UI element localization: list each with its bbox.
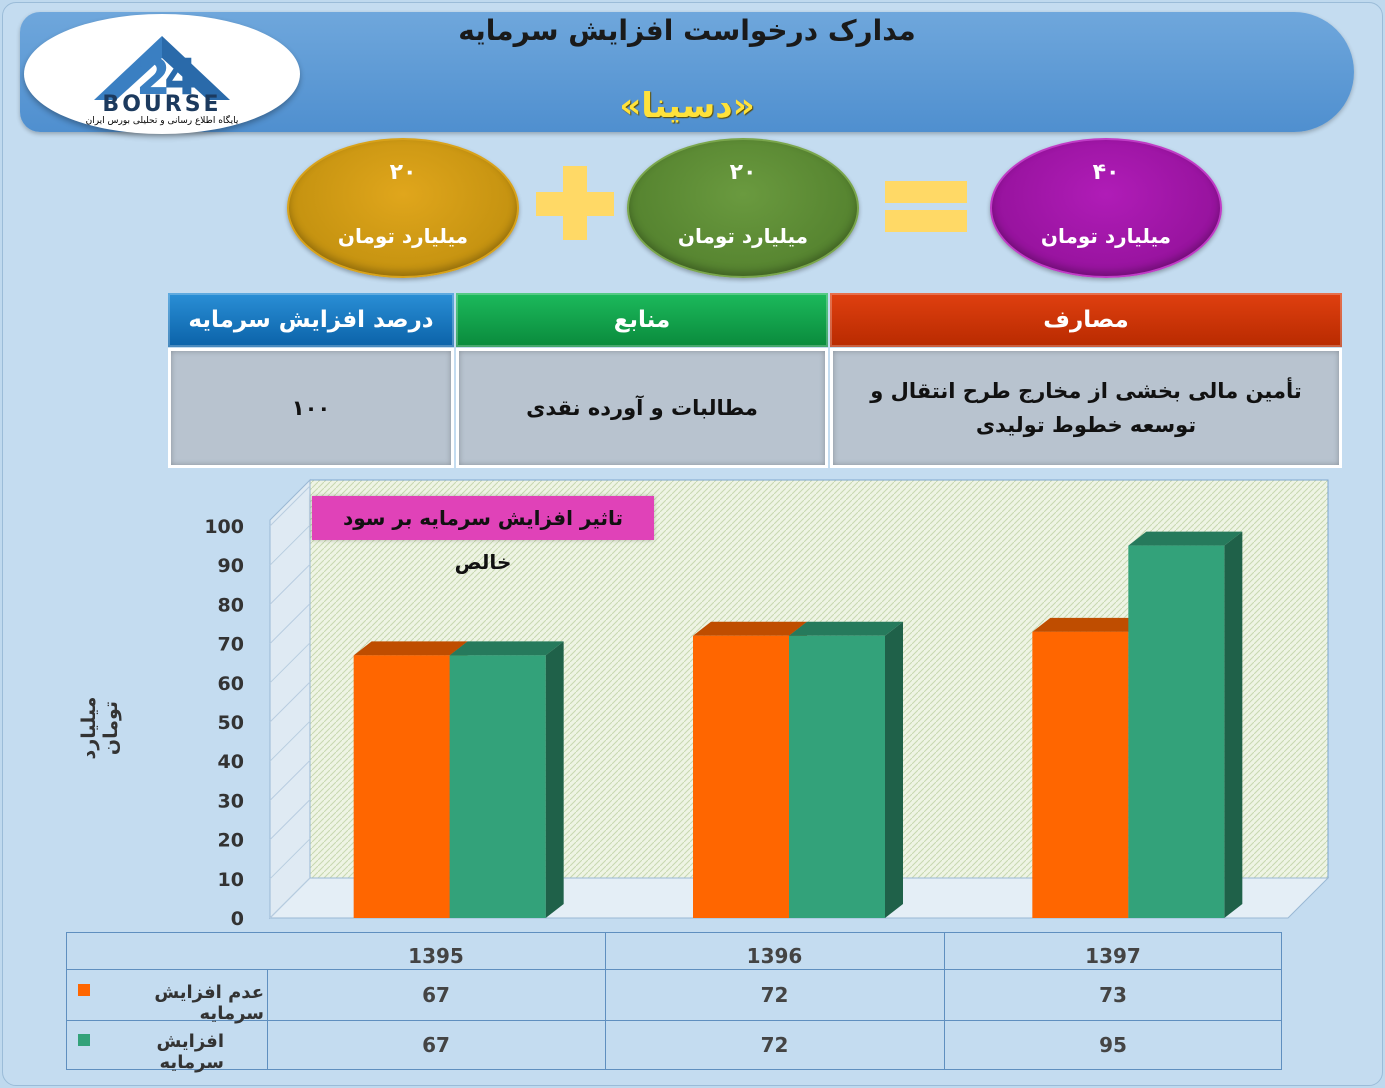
capital-total-oval: ۴۰ میلیارد تومان: [990, 138, 1222, 278]
bar: [353, 655, 450, 918]
value-label: 95: [1099, 1033, 1127, 1057]
data-table-divider: [66, 1020, 1282, 1021]
y-tick-label: 0: [231, 908, 244, 930]
value-sources: مطالبات و آورده نقدی: [456, 348, 828, 468]
gridline: [269, 799, 311, 840]
value-label: 72: [760, 1033, 789, 1057]
legend-no-increase: عدم افزایش سرمایه: [154, 982, 264, 1024]
capital-part-b-oval: ۲۰ میلیارد تومان: [627, 138, 859, 278]
value-label: 73: [1099, 983, 1127, 1007]
data-table: [66, 932, 1282, 1070]
gridline: [269, 603, 311, 644]
legend-swatch-increase: [78, 1034, 90, 1046]
data-table-divider: [944, 932, 945, 1070]
company-name: «دسینا»: [619, 86, 755, 126]
gridline: [269, 838, 311, 880]
chart-title: تاثیر افزایش سرمایه بر سود خالص: [312, 496, 654, 574]
capital-total-value: ۴۰: [1092, 160, 1120, 185]
y-tick-label: 100: [204, 516, 244, 538]
page-title: مدارک درخواست افزایش سرمایه: [458, 14, 916, 47]
bar-top: [693, 621, 807, 636]
gridline: [269, 760, 311, 801]
legend-increase: افزایش سرمایه: [156, 1031, 224, 1073]
header-percent: درصد افزایش سرمایه: [168, 293, 454, 347]
bar-top: [353, 641, 468, 656]
bar-side: [545, 641, 564, 918]
plus-icon-vertical: [563, 166, 587, 240]
y-tick-label: 80: [218, 594, 244, 616]
value-uses: تأمین مالی بخشی از مخارج طرح انتقال و تو…: [830, 348, 1342, 468]
bar: [1032, 631, 1129, 918]
gridline: [269, 524, 311, 566]
capital-part-a-oval: ۲۰ میلیارد تومان: [287, 138, 519, 278]
y-axis-label: میلیارد تومان: [78, 696, 122, 760]
bar: [449, 655, 546, 918]
bar-top: [789, 621, 903, 636]
gridline: [269, 485, 311, 527]
bar-side: [1224, 531, 1243, 918]
gridline: [269, 564, 311, 605]
svg-text:2: 2: [136, 48, 171, 106]
y-tick-label: 50: [218, 712, 244, 734]
header-uses: مصارف: [830, 293, 1342, 347]
equals-icon: [885, 181, 967, 203]
profit-bar-chart: 0 10 20 30 40 50 60 70 80 90 100: [204, 478, 1330, 930]
y-tick-label: 10: [218, 869, 244, 891]
bar: [1128, 545, 1225, 918]
data-table-divider: [605, 932, 606, 1070]
capital-part-a-value: ۲۰: [389, 160, 417, 185]
svg-text:4: 4: [164, 48, 199, 106]
gridline: [269, 642, 311, 684]
capital-part-b-unit: میلیارد تومان: [677, 224, 809, 248]
header-sources: منابع: [456, 293, 828, 347]
y-tick-label: 30: [218, 790, 244, 812]
y-tick-label: 90: [218, 555, 244, 577]
value-label: 72: [760, 983, 789, 1007]
category-label: 1396: [746, 944, 803, 968]
bar: [693, 635, 789, 918]
value-label: 67: [422, 983, 450, 1007]
equals-icon-lower: [885, 210, 967, 232]
bar-top: [1128, 531, 1243, 546]
data-table-divider: [267, 969, 268, 1070]
logo-tagline: پایگاه اطلاع رسانی و تحلیلی بورس ایران: [85, 116, 239, 126]
y-tick-label: 40: [218, 751, 244, 773]
category-label: 1395: [408, 944, 464, 968]
capital-part-a-unit: میلیارد تومان: [337, 224, 469, 248]
y-tick-label: 20: [218, 830, 244, 852]
capital-total-unit: میلیارد تومان: [1040, 224, 1172, 248]
category-label: 1397: [1085, 944, 1141, 968]
y-tick-label: 60: [218, 673, 244, 695]
legend-swatch-no-increase: [78, 984, 90, 996]
bar-top: [1032, 617, 1147, 632]
logo-word: BOURSE: [102, 92, 222, 117]
value-percent: ۱۰۰: [168, 348, 454, 468]
bourse24-logo: 2 4 BOURSE پایگاه اطلاع رسانی و تحلیلی ب…: [24, 14, 300, 134]
bar: [789, 635, 885, 918]
y-tick-label: 70: [218, 634, 244, 656]
value-label: 67: [422, 1033, 450, 1057]
data-table-divider: [66, 969, 1282, 970]
gridline: [269, 877, 311, 919]
capital-part-b-value: ۲۰: [729, 160, 757, 185]
gridline: [269, 720, 311, 762]
bar-top: [449, 641, 564, 656]
bar-side: [885, 621, 903, 918]
gridline: [269, 681, 311, 723]
logo-mark-icon: 2 4: [94, 36, 230, 106]
